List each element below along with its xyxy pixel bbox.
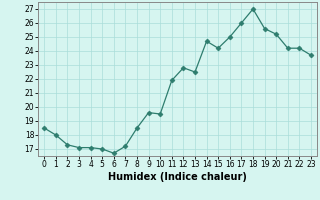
X-axis label: Humidex (Indice chaleur): Humidex (Indice chaleur) [108,172,247,182]
